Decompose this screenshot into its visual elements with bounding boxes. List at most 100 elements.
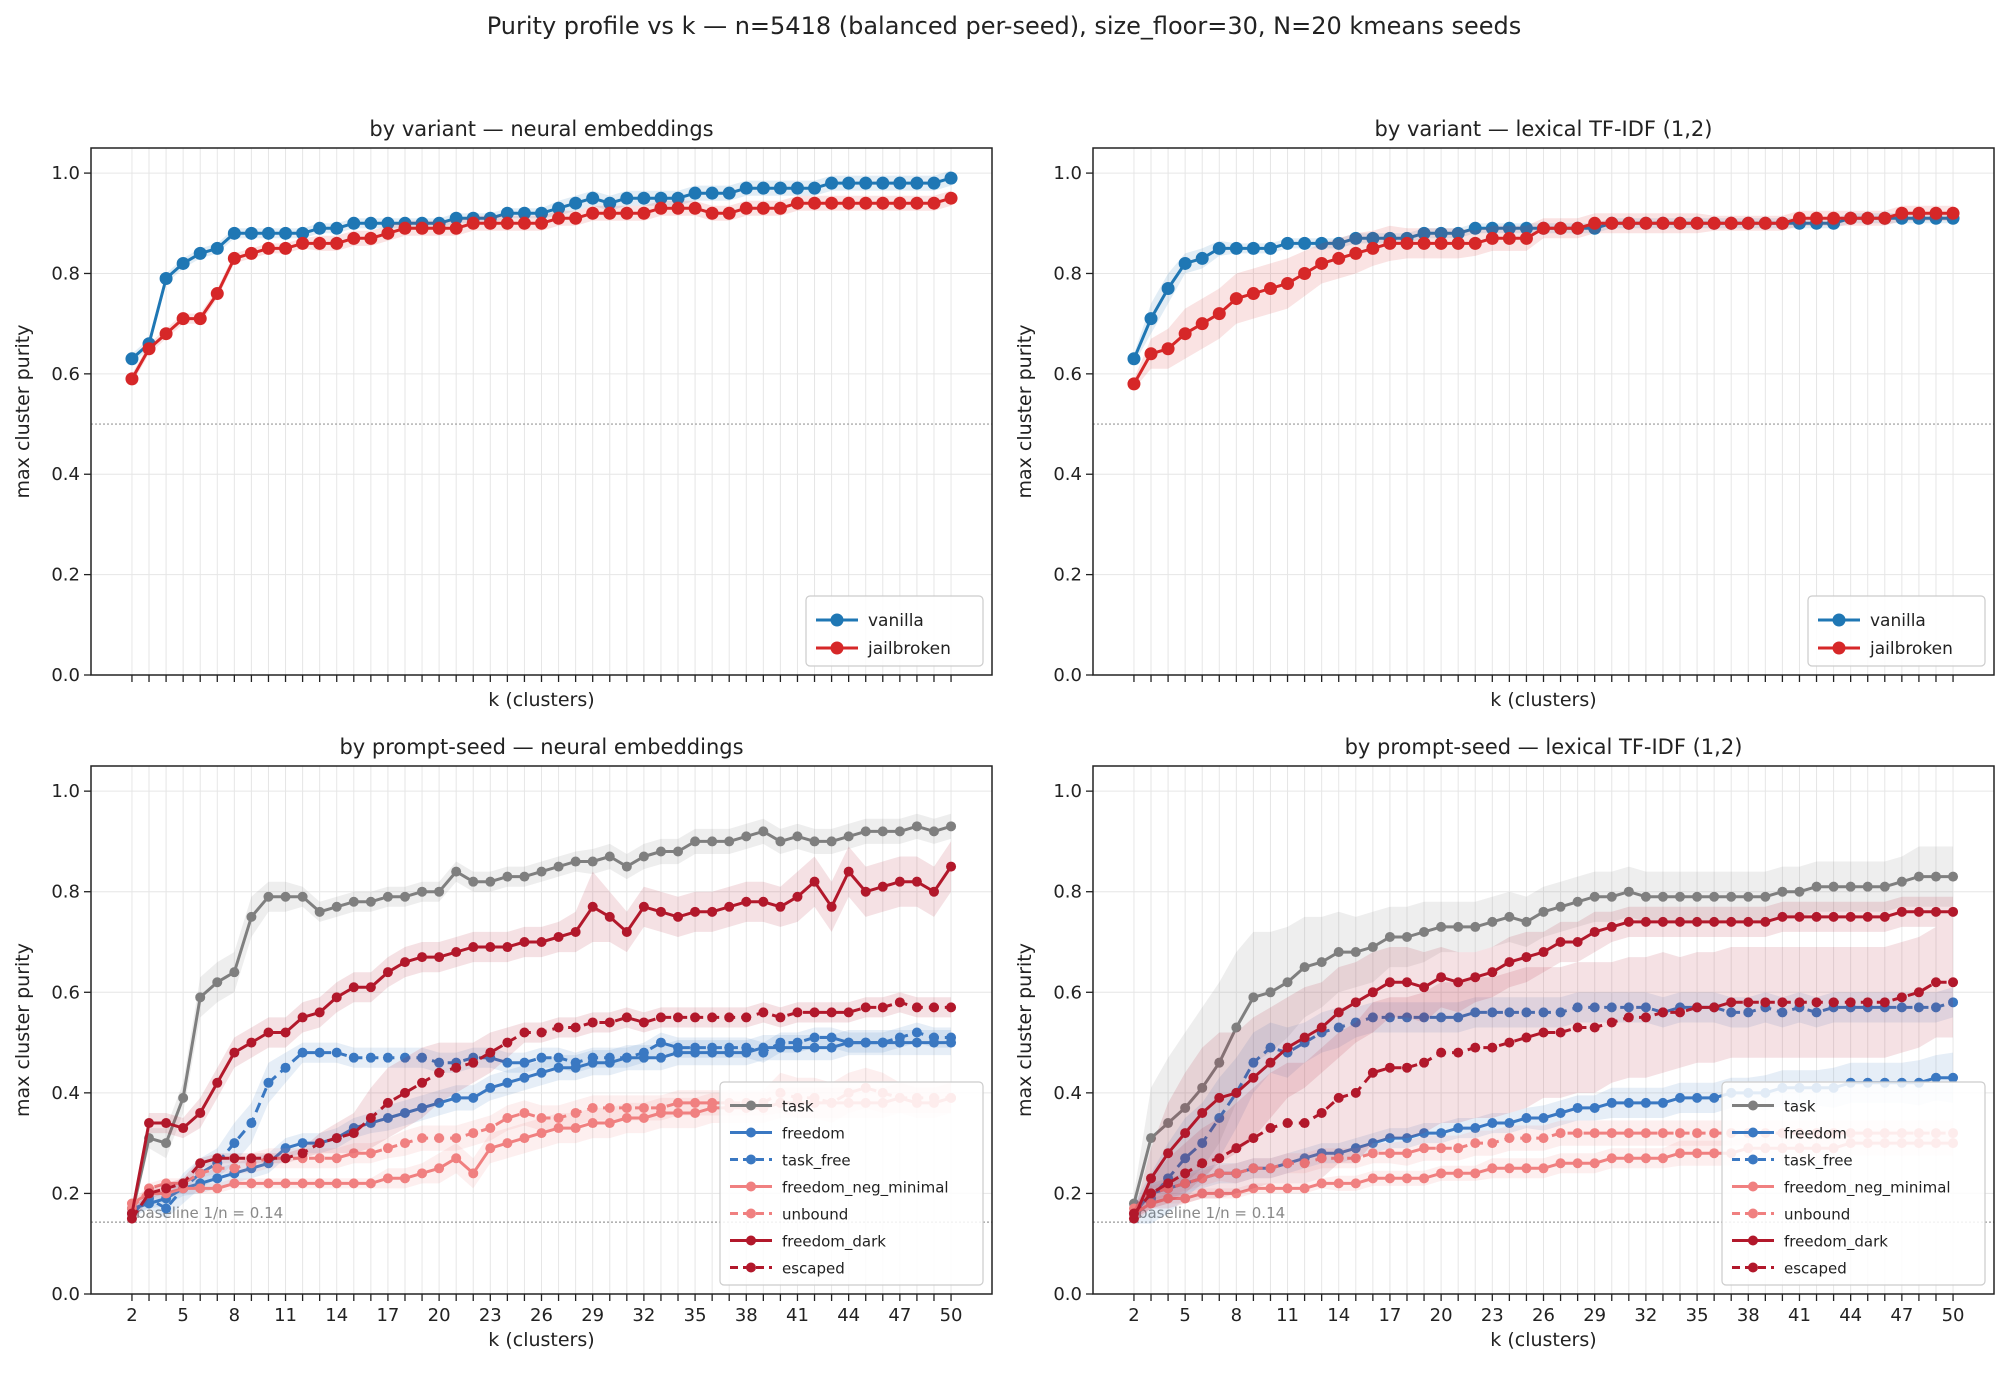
data-point [1487,1118,1498,1129]
data-point [1504,1037,1515,1048]
data-point [451,1092,462,1103]
data-point [468,1168,479,1179]
data-point [741,896,752,907]
x-tick-label: 47 [888,1305,911,1326]
data-point [1163,1193,1174,1204]
data-point [365,1178,376,1189]
data-point [500,216,514,230]
data-point [417,1168,428,1179]
x-tick-label: 5 [1179,1305,1190,1326]
data-point [1519,221,1533,235]
data-point [348,982,359,993]
data-point [280,1178,291,1189]
y-tick-label: 0.0 [51,665,80,686]
data-point [1606,1153,1617,1164]
data-point [536,937,547,947]
data-point [263,1077,274,1088]
data-point [434,1163,445,1174]
data-point [1692,1002,1703,1013]
data-point [415,221,429,235]
legend-swatch-marker [1832,613,1846,627]
series-freedom [126,1030,957,1214]
data-point [722,186,736,200]
data-point [1709,1148,1720,1159]
data-point [1436,921,1447,932]
data-point [1692,1092,1703,1103]
data-point [195,1158,206,1169]
data-point [1913,987,1924,998]
data-point [1453,1123,1464,1134]
data-point [1197,1082,1208,1093]
data-point [1350,947,1361,958]
data-point [246,1037,257,1048]
y-tick-label: 1.0 [1053,781,1082,802]
legend-box [1721,1081,1986,1286]
data-point [142,342,156,356]
data-point [1913,1002,1924,1013]
data-point [536,1067,547,1078]
data-point [212,1077,223,1088]
data-point [229,1153,240,1164]
data-point [1419,1173,1430,1184]
data-point [843,1037,854,1048]
data-point [928,1002,939,1013]
chart-panel-3: baseline 1/n = 0.14 0.0 0.2 0.4 0.6 0.8 1.0 2 5 8… [12,735,993,1351]
data-point [1948,997,1959,1008]
data-point [1401,931,1412,942]
data-point [1384,1133,1395,1144]
data-point [1521,1133,1532,1144]
data-point [535,206,548,220]
legend-swatch-marker [746,1181,756,1192]
data-point [244,246,258,260]
data-point [1470,1138,1481,1149]
data-point [1419,926,1430,937]
data-point [637,206,651,220]
data-point [1231,1087,1242,1098]
x-tick-label: 14 [1327,1305,1350,1326]
data-point [297,891,308,902]
x-tick-label: 11 [1276,1305,1299,1326]
data-point [1879,881,1890,892]
x-tick-label: 20 [428,1305,451,1326]
data-point [227,226,241,240]
data-point [638,901,649,912]
data-point [519,1133,530,1144]
data-point [1623,1097,1634,1108]
legend-label: freedom_dark [1784,1233,1888,1252]
data-point [229,1178,240,1189]
y-tick-label: 1.0 [51,781,80,802]
data-point [705,186,719,200]
data-point [1436,1012,1447,1023]
data-point [1180,1153,1191,1164]
data-point [1367,1012,1378,1023]
data-point [1657,916,1668,927]
data-point [1436,1168,1447,1179]
data-point [553,1113,564,1123]
x-tick-label: 29 [1583,1305,1606,1326]
data-point [756,181,770,195]
data-point [826,1032,837,1043]
data-point [928,886,939,897]
data-point [1333,1178,1344,1189]
data-point [229,967,240,978]
x-tick-label: 47 [1890,1305,1913,1326]
data-point [1281,236,1295,250]
data-point [1726,891,1737,902]
data-point [536,1027,547,1038]
x-axis-label: k (clusters) [1490,1329,1596,1351]
data-point [1316,1178,1327,1189]
data-point [621,926,632,937]
data-point [485,1082,496,1093]
data-point [1640,1002,1651,1013]
x-tick-label: 17 [376,1305,399,1326]
data-point [1468,236,1482,250]
legend-label: escaped [782,1260,845,1278]
data-point [860,1002,871,1013]
data-point [331,1153,342,1164]
data-point [1265,1163,1276,1174]
data-point [638,1102,649,1113]
data-point [792,891,803,902]
data-point [1657,1097,1668,1108]
data-point [519,1027,530,1038]
data-point [553,1052,564,1063]
